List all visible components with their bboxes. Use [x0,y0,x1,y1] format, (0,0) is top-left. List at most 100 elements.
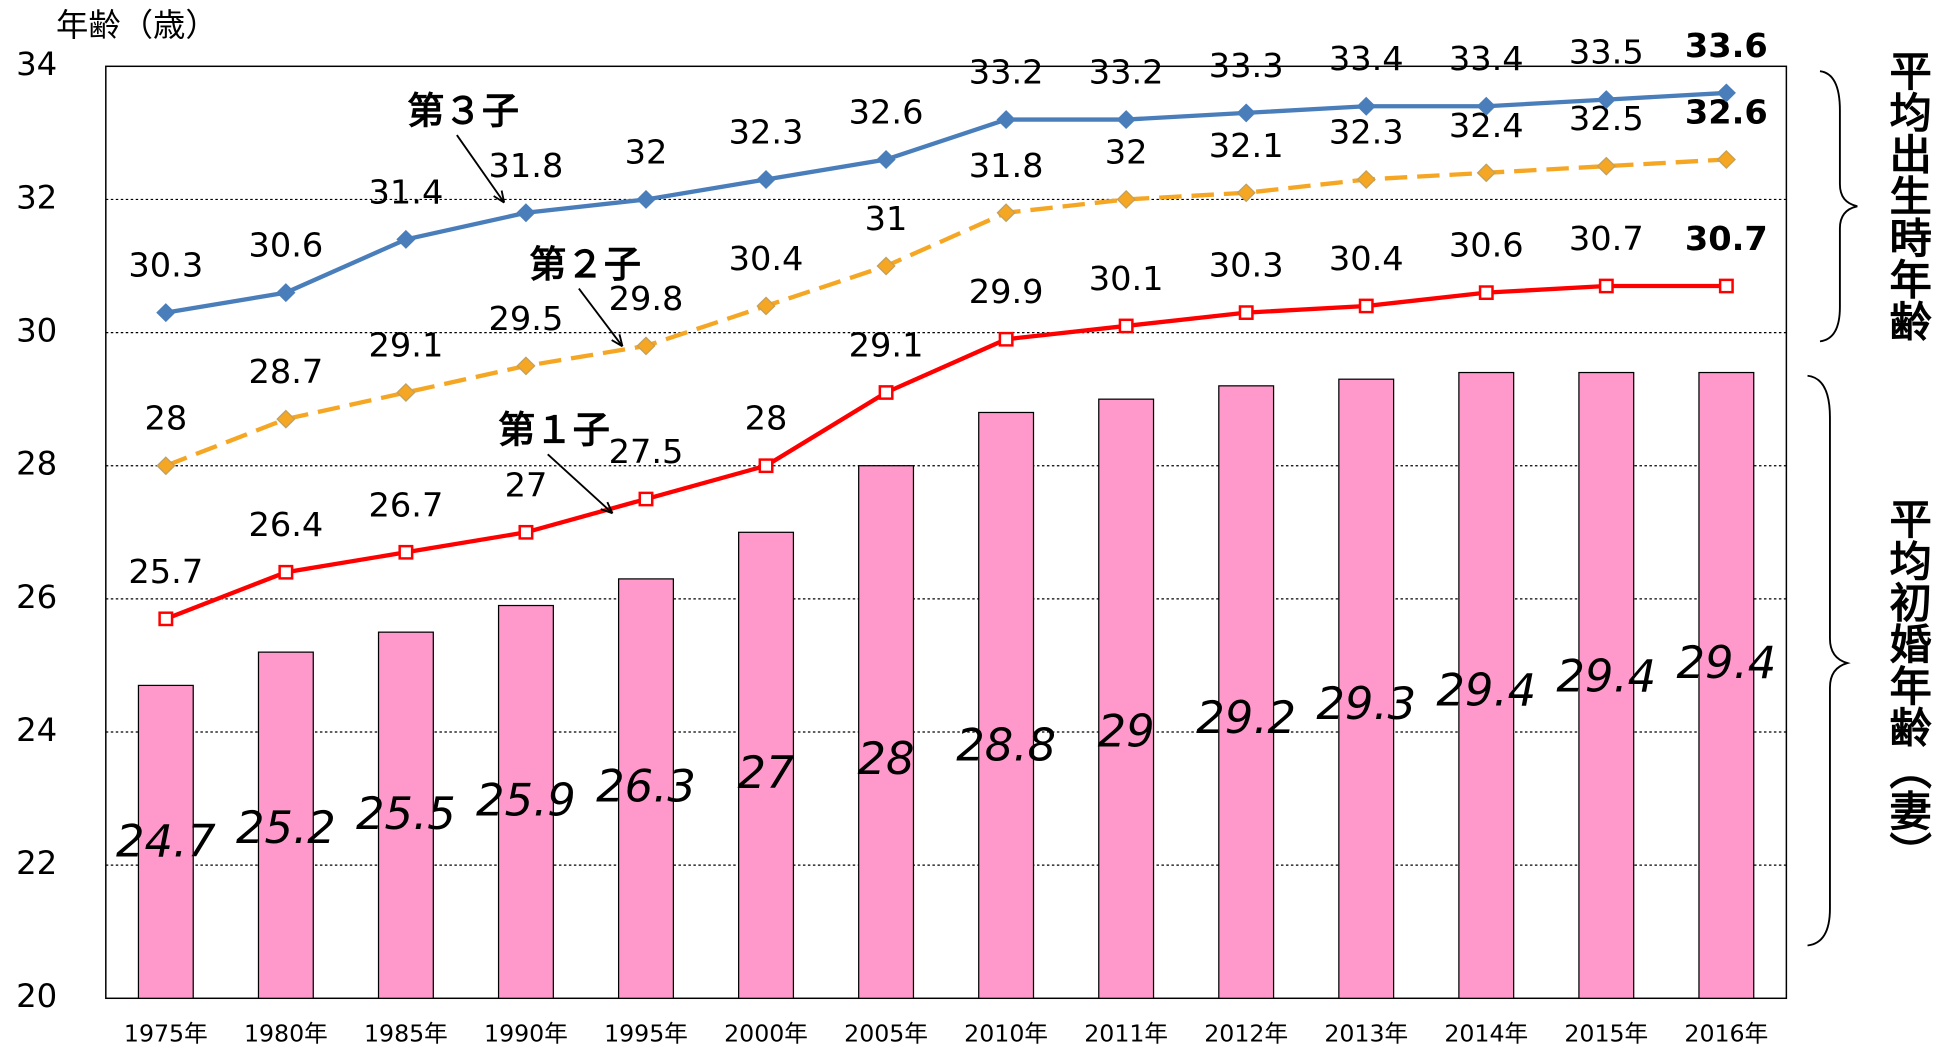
marker [398,544,414,560]
x-tick-label: 2014年 [1444,1020,1528,1048]
data-label: 29.2 [1196,693,1296,744]
y-tick-label: 28 [16,445,57,483]
data-label: 28.8 [956,721,1056,772]
marker [516,203,536,223]
marker [1716,150,1736,169]
series-label: 第１子 [498,409,610,452]
marker [396,229,416,249]
marker [876,150,896,169]
data-label: 25.9 [476,776,576,827]
y-tick-label: 26 [16,578,57,616]
marker [758,458,774,474]
data-label: 32.1 [1209,126,1284,165]
bar [617,578,675,999]
bar [1698,371,1755,999]
arrow [578,288,624,347]
marker [1118,318,1134,334]
marker [1238,305,1254,320]
data-label: 30.7 [1569,219,1644,258]
y-tick-label: 30 [16,312,57,350]
marker [1596,90,1616,110]
data-label: 29.9 [969,272,1044,311]
line [165,283,1727,621]
data-label: 26.7 [369,485,444,524]
data-label: 25.5 [356,789,456,840]
bar [377,631,434,999]
plot-frame [105,65,1788,1000]
marker [1478,285,1494,301]
marker [876,256,896,276]
data-label: 28 [144,399,187,438]
data-label: 28 [745,399,788,438]
data-label: 28.7 [248,352,323,391]
y-axis-label: 年齢（歳） [56,6,218,44]
marker [1596,156,1616,176]
marker [996,110,1016,130]
x-tick-label: 2016年 [1684,1020,1768,1048]
bar [1458,371,1515,999]
bar [1338,378,1395,999]
data-label: 29.8 [609,279,684,318]
x-tick-label: 2015年 [1564,1020,1648,1048]
data-label: 33.2 [969,53,1044,92]
x-tick-label: 1975年 [124,1020,208,1048]
bar [1218,385,1275,999]
x-tick-label: 1985年 [364,1020,448,1048]
marker [1358,298,1374,314]
data-label: 33.5 [1569,33,1644,72]
data-label: 31.8 [969,146,1044,185]
marker [516,356,536,376]
data-label: 29.1 [369,326,444,365]
marker [756,296,776,316]
data-label: 29.1 [849,326,924,365]
data-label: 30.6 [1449,226,1524,265]
marker [636,336,656,356]
bar [1578,371,1635,999]
data-label: 29.4 [1556,652,1656,703]
marker [1598,278,1614,294]
marker [1476,96,1496,116]
data-label: 33.6 [1685,26,1768,65]
data-label: 30.1 [1089,259,1164,298]
bracket [1807,374,1851,947]
data-label: 29.5 [489,299,564,338]
data-label: 32.3 [1329,113,1404,152]
x-tick-label: 1980年 [244,1020,328,1048]
marker [638,491,654,507]
y-tick-label: 32 [16,179,57,217]
data-label: 29.4 [1676,638,1776,689]
data-label: 29.3 [1316,679,1416,730]
bar [257,651,314,999]
data-label: 30.4 [729,239,804,278]
data-label: 32.6 [849,93,924,132]
arrow-head [493,190,506,204]
bar [497,604,554,999]
bracket-label: 平均初婚年齢（妻） [1883,497,1932,873]
data-label: 31.8 [489,146,564,185]
data-label: 27.5 [609,432,684,471]
marker [518,524,534,540]
y-tick-label: 34 [16,45,57,83]
series-label: 第３子 [407,90,519,133]
arrow [547,453,614,514]
data-label: 33.4 [1329,39,1404,78]
data-label: 27 [738,748,795,799]
bar [858,465,915,999]
marker [1716,83,1736,103]
marker [156,456,176,476]
data-label: 33.3 [1209,46,1284,85]
data-label: 26.3 [596,762,696,813]
data-label: 30.4 [1329,239,1404,278]
marker [156,303,176,323]
x-tick-label: 1990年 [484,1020,568,1048]
x-tick-label: 2005年 [844,1020,928,1048]
data-label: 26.4 [248,505,323,544]
x-tick-label: 2011年 [1084,1020,1168,1048]
marker [1116,189,1136,209]
marker [1116,110,1136,130]
y-tick-label: 24 [16,711,57,749]
marker [158,611,174,627]
data-label: 25.2 [236,803,336,854]
marker [1236,103,1256,123]
marker [1476,163,1496,183]
